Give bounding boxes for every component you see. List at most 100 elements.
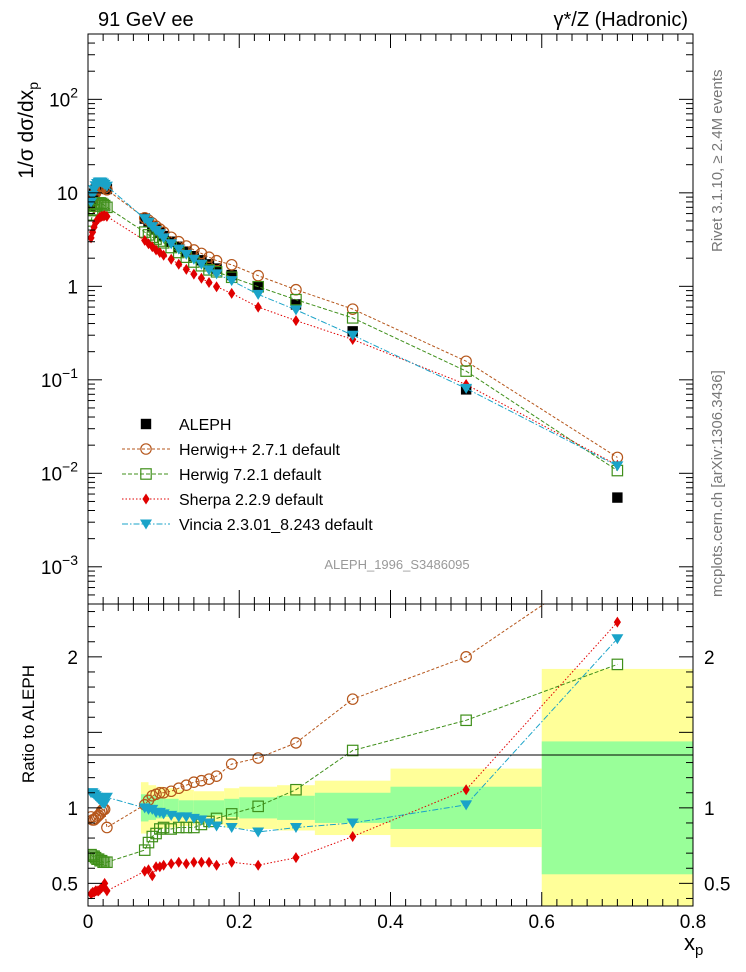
ratio-point-herwig-2-7-1-default <box>89 812 102 825</box>
ratio-point-vincia-2-3-01-8-243-default <box>346 818 359 829</box>
header-right: γ*/Z (Hadronic) <box>554 9 688 31</box>
main-point-aleph <box>226 269 237 281</box>
legend-marker-herwig-2-7-1-default <box>140 443 152 455</box>
ratio-point-herwig-7-2-1-default <box>346 744 359 757</box>
main-point-herwig-2-7-1-default <box>210 254 223 267</box>
main-point-vincia-2-3-01-8-243-default <box>195 259 208 270</box>
ratio-point-sherpa-2-2-9-default <box>175 856 183 868</box>
ratio-point-sherpa-2-2-9-default <box>152 861 160 873</box>
ratio-point-sherpa-2-2-9-default <box>190 856 198 868</box>
ratio-point-sherpa-2-2-9-default <box>462 784 470 796</box>
ratio-point-herwig-7-2-1-default <box>146 830 159 843</box>
main-point-vincia-2-3-01-8-243-default <box>203 265 215 276</box>
main-point-herwig-2-7-1-default <box>346 303 359 315</box>
mcplots-side-label: mcplots.cern.ch [arXiv:1306.3436] <box>709 370 726 597</box>
main-point-herwig-7-2-1-default <box>290 293 302 306</box>
main-y-axis-label: 1/σ dσ/dxp <box>15 82 41 179</box>
ratio-band-green <box>156 797 164 819</box>
main-point-sherpa-2-2-9-default <box>228 287 236 299</box>
ratio-point-herwig-2-7-1-default <box>165 785 177 798</box>
main-point-sherpa-2-2-9-default <box>197 272 206 284</box>
ratio-point-sherpa-2-2-9-default <box>613 616 621 628</box>
main-y-tick-label: 10−3 <box>41 552 78 579</box>
ratio-point-sherpa-2-2-9-default <box>205 856 213 868</box>
legend-marker-sherpa-2-2-9-default <box>142 493 150 505</box>
ratio-point-herwig-2-7-1-default <box>225 758 238 770</box>
main-point-sherpa-2-2-9-default <box>182 263 190 275</box>
ratio-point-herwig-2-7-1-default <box>346 693 359 705</box>
ratio-axes: 0.5 0.5 1 1 2 2 0 0.2 0.4 0.6 0.8 <box>52 611 730 933</box>
rivet-side-label: Rivet 3.1.10, ≥ 2.4M events <box>709 70 726 253</box>
legend-marker-vincia-2-3-01-8-243-default <box>140 519 152 530</box>
ratio-series-layer <box>88 549 624 900</box>
main-point-vincia-2-3-01-8-243-default <box>88 190 99 201</box>
ratio-point-vincia-2-3-01-8-243-default <box>289 822 302 833</box>
ratio-bands <box>140 668 693 906</box>
ratio-point-vincia-2-3-01-8-243-default <box>195 815 208 826</box>
main-point-vincia-2-3-01-8-243-default <box>157 233 170 244</box>
ratio-point-herwig-7-2-1-default <box>89 851 102 864</box>
watermark-label: ALEPH_1996_S3486095 <box>324 557 469 572</box>
main-point-sherpa-2-2-9-default <box>292 315 300 327</box>
x-tick-label: 0.8 <box>680 912 706 933</box>
main-line-herwig-2-7-1-default <box>90 185 618 458</box>
ratio-point-herwig-7-2-1-default <box>92 853 105 865</box>
main-point-vincia-2-3-01-8-243-default <box>460 383 473 394</box>
ratio-line-sherpa-2-2-9-default <box>90 621 618 895</box>
main-point-vincia-2-3-01-8-243-default <box>88 197 98 208</box>
main-point-vincia-2-3-01-8-243-default <box>289 305 302 316</box>
main-point-aleph <box>612 492 623 503</box>
ratio-point-herwig-2-7-1-default <box>88 814 100 826</box>
main-point-sherpa-2-2-9-default <box>212 281 221 293</box>
ratio-y-tick-label-left: 2 <box>67 648 78 669</box>
ratio-point-herwig-2-7-1-default <box>203 773 215 785</box>
ratio-point-herwig-7-2-1-default <box>88 850 100 862</box>
ratio-band-green <box>209 800 225 816</box>
ratio-point-herwig-7-2-1-default <box>142 836 155 849</box>
ratio-point-sherpa-2-2-9-default <box>144 864 153 876</box>
x-axis-label: xp <box>684 930 703 959</box>
main-y-tick-label: 1 <box>67 277 78 298</box>
main-point-herwig-7-2-1-default <box>460 365 472 377</box>
ratio-point-herwig-7-2-1-default <box>290 783 302 796</box>
ratio-point-herwig-7-2-1-default <box>252 800 264 813</box>
ratio-band-green <box>277 795 315 820</box>
main-point-vincia-2-3-01-8-243-default <box>187 254 200 265</box>
ratio-point-herwig-2-7-1-default <box>157 786 170 799</box>
main-point-sherpa-2-2-9-default <box>160 249 168 261</box>
ratio-point-herwig-7-2-1-default <box>154 823 166 835</box>
main-point-vincia-2-3-01-8-243-default <box>165 239 178 250</box>
ratio-point-sherpa-2-2-9-default <box>254 859 262 871</box>
x-tick-label: 0.6 <box>529 912 555 933</box>
ratio-point-herwig-2-7-1-default <box>172 782 185 795</box>
main-point-vincia-2-3-01-8-243-default <box>100 181 113 192</box>
ratio-point-herwig-2-7-1-default <box>290 737 302 749</box>
ratio-point-herwig-2-7-1-default <box>252 752 264 764</box>
main-point-vincia-2-3-01-8-243-default <box>225 276 238 287</box>
ratio-point-vincia-2-3-01-8-243-default <box>172 812 185 823</box>
ratio-point-herwig-2-7-1-default <box>612 549 622 559</box>
main-point-vincia-2-3-01-8-243-default <box>611 461 624 472</box>
ratio-point-herwig-2-7-1-default <box>460 651 472 663</box>
ratio-point-sherpa-2-2-9-default <box>197 856 206 868</box>
ratio-point-sherpa-2-2-9-default <box>148 870 156 882</box>
ratio-point-herwig-7-2-1-default <box>101 856 113 869</box>
main-point-herwig-7-2-1-default <box>346 312 359 324</box>
ratio-band-green <box>239 797 278 819</box>
ratio-point-sherpa-2-2-9-default <box>349 831 357 843</box>
ratio-point-herwig-2-7-1-default <box>101 821 113 834</box>
main-y-tick-label: 10−2 <box>41 458 78 485</box>
legend-marker-aleph <box>140 418 152 430</box>
ratio-point-vincia-2-3-01-8-243-default <box>100 792 113 803</box>
ratio-y-tick-label-left: 1 <box>67 799 78 820</box>
main-point-sherpa-2-2-9-default <box>175 258 183 270</box>
ratio-y-tick-label-right: 0.5 <box>704 874 730 895</box>
x-tick-label: 0 <box>83 912 94 933</box>
legend-entry: Herwig 7.2.1 default <box>179 467 322 484</box>
main-point-vincia-2-3-01-8-243-default <box>346 330 359 341</box>
ratio-point-vincia-2-3-01-8-243-default <box>203 818 215 829</box>
main-y-tick-label: 102 <box>49 84 78 111</box>
main-point-sherpa-2-2-9-default <box>103 210 111 222</box>
ratio-point-herwig-7-2-1-default <box>157 821 170 834</box>
